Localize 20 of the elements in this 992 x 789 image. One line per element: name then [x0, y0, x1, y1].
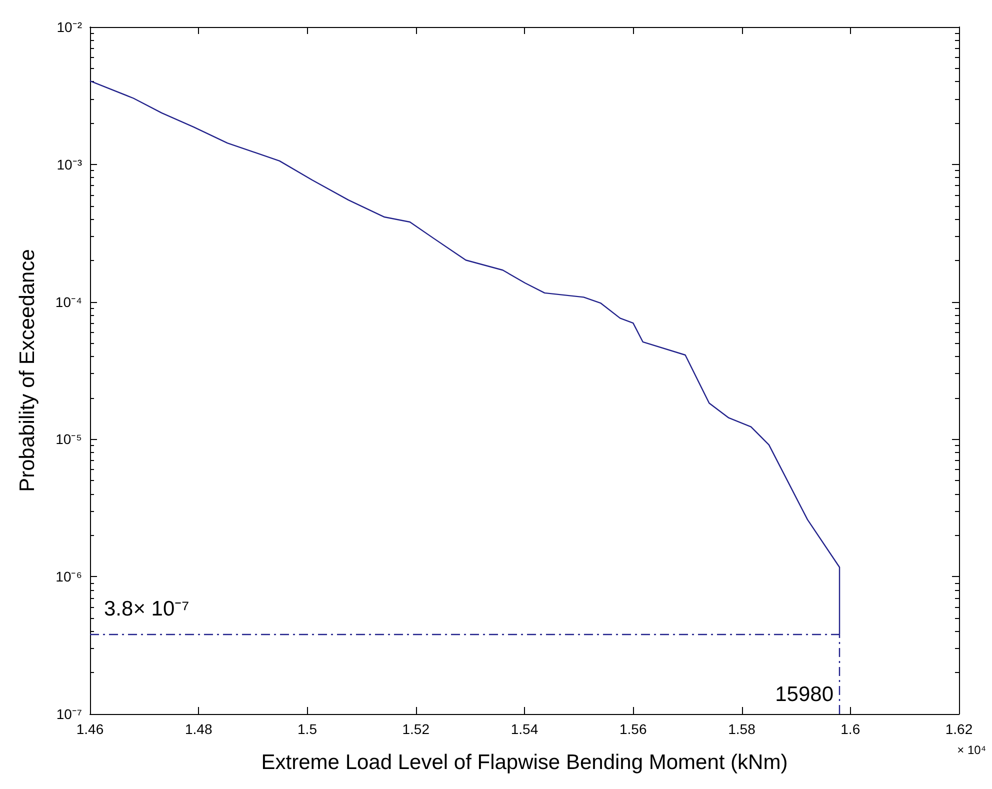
y-tick-label: 10⁻⁵ — [56, 431, 82, 448]
x-tick-label: 1.56 — [620, 721, 647, 737]
annotation: 15980 — [775, 683, 834, 706]
ref-line-label: 3.8× 10⁻⁷ — [104, 597, 190, 620]
x-tick-label: 1.48 — [185, 721, 212, 737]
y-tick-label: 10⁻⁶ — [56, 568, 82, 585]
x-tick-label: 1.6 — [840, 721, 860, 737]
y-tick-label: 10⁻³ — [56, 156, 82, 172]
x-axis-title: Extreme Load Level of Flapwise Bending Moment (kNm) — [261, 751, 788, 774]
y-axis-title: Probability of Exceedance — [16, 249, 39, 492]
y-tick-label: 10⁻² — [56, 19, 82, 35]
text: × 10⁴ — [957, 743, 986, 757]
y-tick-label: 10⁻⁴ — [55, 294, 82, 310]
x-tick-label: 1.46 — [76, 721, 104, 737]
x-tick-label: 1.52 — [402, 721, 430, 737]
x-tick-label: 1.58 — [728, 721, 756, 737]
x-tick-label: 1.54 — [510, 721, 538, 737]
x-tick-label: 1.62 — [945, 721, 973, 737]
x-tick-label: 1.5 — [298, 721, 318, 737]
y-tick-label: 10⁻⁷ — [56, 706, 82, 722]
